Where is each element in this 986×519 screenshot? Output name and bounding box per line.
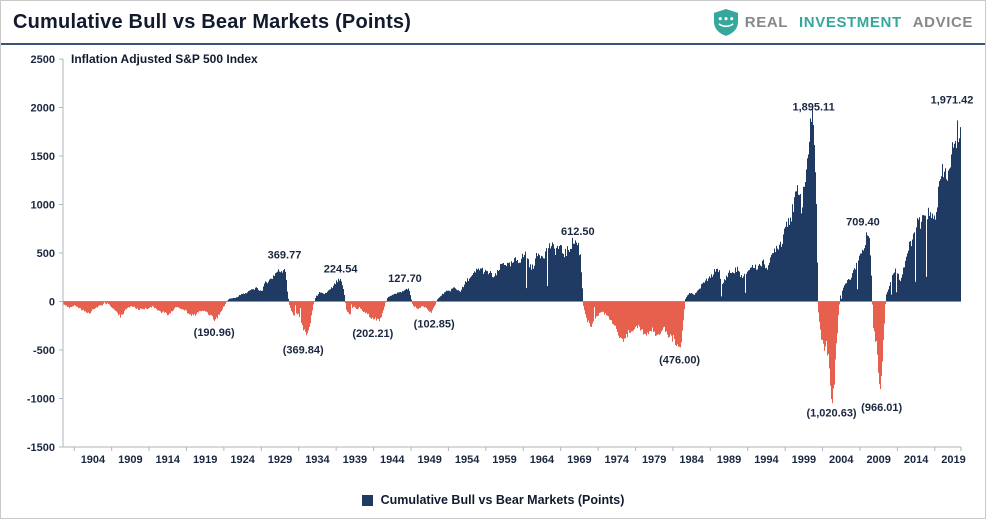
data-label: (1,020.63): [806, 408, 856, 420]
x-tick-label: 1904: [81, 454, 106, 466]
x-tick-label: 1909: [118, 454, 142, 466]
x-tick-label: 2004: [829, 454, 854, 466]
x-tick-label: 2014: [904, 454, 929, 466]
x-tick-label: 1914: [156, 454, 181, 466]
brand-logo: REAL INVESTMENT ADVICE: [713, 8, 973, 36]
chart-subtitle: Inflation Adjusted S&P 500 Index: [71, 52, 258, 66]
data-label: 1,895.11: [792, 102, 834, 114]
data-label: (369.84): [283, 344, 324, 356]
data-label: 1,971.42: [931, 94, 974, 106]
x-tick-label: 1994: [754, 454, 779, 466]
data-label: 369.77: [268, 250, 302, 262]
y-tick-label: 2000: [31, 103, 55, 115]
x-tick-label: 1974: [605, 454, 630, 466]
brand-shield-icon: [713, 8, 738, 36]
data-labels: (190.96) 369.77 (369.84) 224.54 (202.21) 127.…: [194, 94, 974, 419]
x-tick-label: 1939: [343, 454, 367, 466]
legend-swatch: [361, 494, 373, 506]
y-tick-label: -1000: [27, 394, 55, 406]
data-label: (966.01): [861, 402, 902, 414]
y-tick-label: 2500: [31, 54, 55, 66]
brand-word-real: REAL: [744, 13, 789, 31]
x-tick-label: 1934: [305, 454, 330, 466]
x-tick-label: 1999: [792, 454, 816, 466]
x-tick-label: 2009: [866, 454, 890, 466]
legend: Cumulative Bull vs Bear Markets (Points): [1, 493, 985, 507]
brand-word-advice: ADVICE: [912, 13, 973, 31]
axis-labels: 2500 2000 1500 1000 500 0 -500 -1000 -1500 1904 19…: [27, 54, 966, 466]
header: Cumulative Bull vs Bear Markets (Points)…: [1, 1, 985, 45]
x-tick-label: 1944: [380, 454, 405, 466]
x-tick-label: 1989: [717, 454, 741, 466]
x-tick-label: 1964: [530, 454, 555, 466]
y-tick-label: -1500: [27, 442, 55, 454]
y-tick-label: 0: [49, 297, 55, 309]
y-tick-label: 1500: [31, 151, 55, 163]
data-label: 612.50: [561, 226, 595, 238]
x-tick-label: 1979: [642, 454, 666, 466]
x-tick-label: 1919: [193, 454, 217, 466]
data-label: (102.85): [414, 318, 455, 330]
data-label: 127.70: [388, 273, 422, 285]
y-tick-label: 1000: [31, 200, 55, 212]
legend-label: Cumulative Bull vs Bear Markets (Points): [380, 493, 625, 507]
x-tick-label: 1969: [567, 454, 591, 466]
x-tick-label: 1959: [492, 454, 516, 466]
data-label: 709.40: [846, 217, 880, 229]
y-tick-label: 500: [37, 248, 55, 260]
data-label: (202.21): [352, 328, 393, 340]
x-tick-label: 1984: [679, 454, 704, 466]
data-label: (190.96): [194, 327, 235, 339]
bars-series: [63, 106, 961, 404]
x-tick-label: 1954: [455, 454, 480, 466]
x-tick-label: 1949: [417, 454, 441, 466]
brand-word-investment: INVESTMENT: [799, 13, 902, 31]
x-tick-label: 1929: [268, 454, 292, 466]
y-tick-label: -500: [33, 345, 55, 357]
data-label: 224.54: [324, 264, 359, 276]
x-tick-label: 2019: [941, 454, 965, 466]
x-tick-label: 1924: [230, 454, 255, 466]
chart-title: Cumulative Bull vs Bear Markets (Points): [13, 10, 412, 33]
data-label: (476.00): [659, 355, 700, 367]
axes: [59, 58, 962, 451]
